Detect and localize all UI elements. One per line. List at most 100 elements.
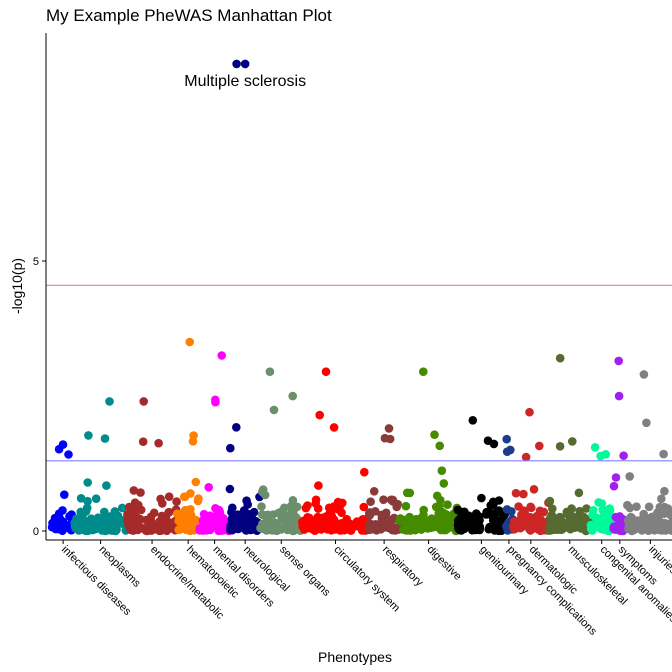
data-point bbox=[601, 450, 610, 459]
y-tick-label: 5 bbox=[33, 256, 39, 268]
data-point bbox=[395, 516, 405, 526]
data-point bbox=[226, 443, 235, 453]
data-point bbox=[123, 510, 132, 519]
data-point bbox=[494, 496, 504, 505]
data-point bbox=[226, 521, 235, 531]
data-point bbox=[289, 526, 299, 535]
category-label: infectious diseases bbox=[59, 544, 134, 619]
data-point bbox=[97, 526, 107, 535]
data-point bbox=[360, 467, 369, 477]
data-point bbox=[257, 502, 266, 511]
data-point bbox=[100, 434, 110, 443]
data-point bbox=[642, 418, 651, 428]
data-point bbox=[369, 487, 379, 496]
data-point bbox=[430, 430, 439, 440]
data-point bbox=[379, 511, 388, 520]
category-points-1 bbox=[70, 397, 132, 536]
data-point bbox=[567, 504, 576, 513]
data-point bbox=[348, 523, 357, 532]
data-point bbox=[82, 503, 92, 513]
data-point bbox=[441, 516, 451, 525]
data-point bbox=[204, 483, 213, 492]
data-point bbox=[519, 489, 528, 499]
data-point bbox=[65, 512, 74, 521]
data-point bbox=[105, 397, 114, 406]
data-point bbox=[595, 514, 604, 523]
data-point bbox=[439, 479, 449, 488]
data-point bbox=[317, 521, 326, 531]
data-point bbox=[79, 525, 89, 535]
data-point bbox=[490, 508, 500, 518]
data-point bbox=[313, 504, 323, 513]
data-point bbox=[416, 513, 426, 523]
category-points-5 bbox=[225, 59, 264, 535]
data-point bbox=[164, 508, 173, 517]
data-point bbox=[529, 485, 539, 494]
data-point bbox=[83, 496, 92, 506]
data-point bbox=[291, 512, 301, 522]
data-point bbox=[385, 434, 395, 444]
data-point bbox=[193, 496, 203, 506]
data-point bbox=[659, 518, 669, 528]
annotations: Multiple sclerosis bbox=[184, 59, 306, 90]
axes: 0 5 Phenotypes -log10(p) bbox=[9, 33, 672, 665]
data-point bbox=[639, 370, 649, 379]
data-point bbox=[225, 484, 235, 494]
data-point bbox=[594, 498, 603, 507]
data-point bbox=[609, 481, 619, 491]
data-point bbox=[91, 494, 101, 504]
data-point bbox=[437, 466, 447, 476]
data-point bbox=[426, 522, 435, 531]
data-point bbox=[657, 494, 666, 504]
data-point bbox=[189, 431, 198, 440]
data-point bbox=[431, 502, 441, 512]
data-point bbox=[384, 424, 394, 433]
data-point bbox=[321, 367, 331, 377]
data-point bbox=[379, 517, 388, 527]
data-point bbox=[632, 502, 641, 512]
data-point bbox=[453, 520, 463, 530]
data-point bbox=[574, 488, 584, 498]
data-point bbox=[411, 524, 421, 533]
data-point bbox=[259, 510, 268, 520]
data-point bbox=[555, 512, 565, 522]
data-point bbox=[234, 514, 244, 524]
data-point bbox=[164, 492, 174, 502]
threshold-lines bbox=[46, 284, 672, 462]
data-point bbox=[601, 517, 611, 527]
data-point bbox=[436, 524, 446, 534]
data-point bbox=[176, 512, 186, 522]
data-point bbox=[218, 526, 227, 535]
data-point bbox=[136, 488, 145, 497]
data-point bbox=[64, 450, 73, 459]
data-point bbox=[507, 507, 516, 516]
data-point bbox=[477, 493, 486, 503]
category-label: respiratory bbox=[380, 544, 426, 590]
category-points-10 bbox=[453, 416, 510, 536]
data-point bbox=[149, 508, 159, 518]
data-point bbox=[138, 437, 148, 447]
data-point bbox=[146, 515, 155, 524]
data-point bbox=[133, 525, 143, 535]
data-point bbox=[84, 431, 93, 440]
data-point bbox=[125, 502, 134, 512]
points-layer bbox=[47, 59, 672, 536]
data-point bbox=[264, 518, 273, 527]
data-point bbox=[405, 488, 415, 498]
data-point bbox=[325, 506, 335, 516]
data-point bbox=[615, 526, 624, 535]
data-point bbox=[614, 356, 623, 366]
data-point bbox=[150, 524, 160, 534]
category-points-2 bbox=[123, 397, 181, 536]
data-point bbox=[432, 491, 442, 501]
data-point bbox=[659, 449, 668, 459]
data-point bbox=[214, 505, 224, 515]
data-point bbox=[185, 337, 194, 347]
data-point bbox=[54, 444, 64, 454]
data-point bbox=[218, 513, 228, 523]
data-point bbox=[625, 472, 634, 481]
data-point bbox=[342, 514, 352, 524]
x-axis-title: Phenotypes bbox=[318, 649, 392, 665]
data-point bbox=[535, 441, 544, 451]
